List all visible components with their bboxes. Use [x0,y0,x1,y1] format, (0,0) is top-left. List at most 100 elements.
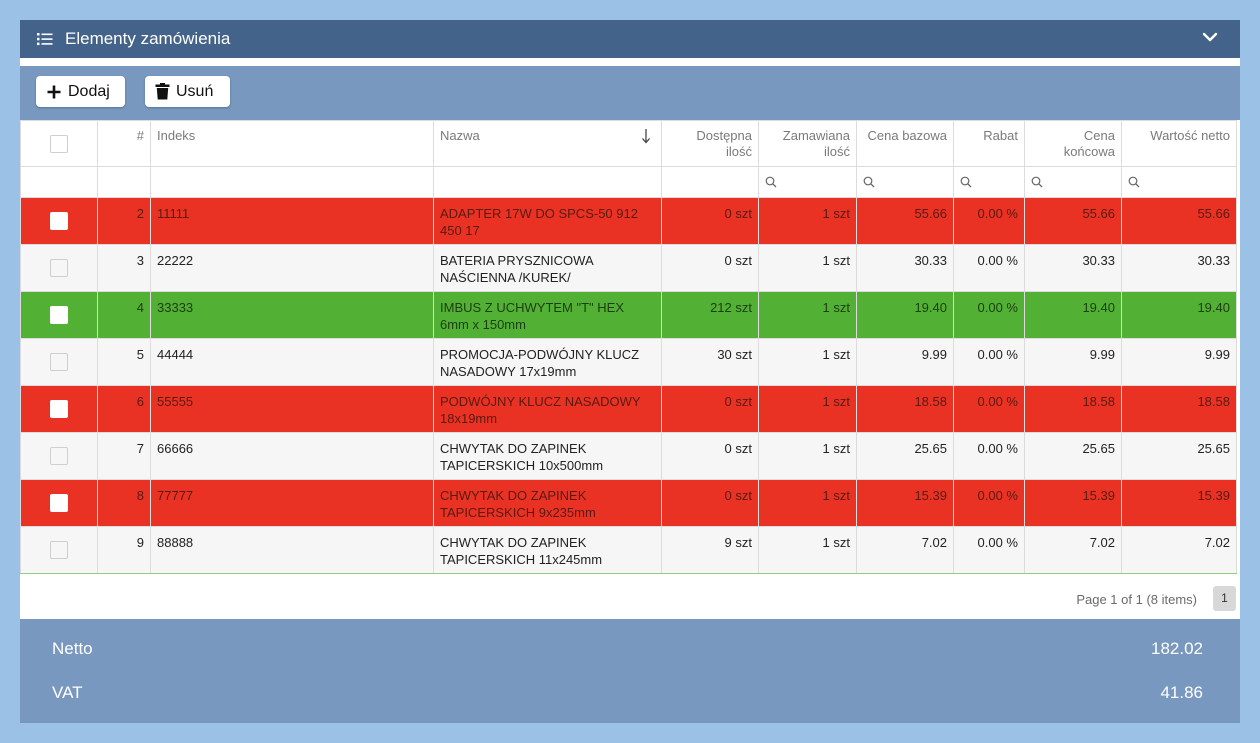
cell-base-price: 55.66 [856,197,954,245]
column-header-available-line2: ilość [725,144,752,159]
cell-final-price: 55.66 [1024,197,1122,245]
table-row[interactable]: 7 66666 CHWYTAK DO ZAPINEK TAPICERSKICH … [20,432,1237,480]
column-header-available[interactable]: Dostępna ilość [661,120,759,167]
cell-discount[interactable]: 0.00 % [953,338,1025,386]
cell-index: 33333 [150,291,434,339]
filter-cell-available[interactable] [661,166,759,198]
cell-available: 0 szt [661,197,759,245]
column-header-net-value[interactable]: Wartość netto [1121,120,1237,167]
cell-net-value: 7.02 [1121,526,1237,574]
column-header-ordered-line2: ilość [823,144,850,159]
search-icon[interactable] [765,176,777,191]
cell-num: 2 [97,197,151,245]
cell-index: 44444 [150,338,434,386]
column-header-base-price[interactable]: Cena bazowa [856,120,954,167]
cell-discount[interactable]: 0.00 % [953,526,1025,574]
cell-ordered[interactable]: 1 szt [758,338,857,386]
cell-ordered[interactable]: 1 szt [758,244,857,292]
cell-ordered[interactable]: 1 szt [758,479,857,527]
filter-cell-ordered[interactable] [758,166,857,198]
panel-title: Elementy zamówienia [65,29,231,48]
cell-net-value: 19.40 [1121,291,1237,339]
row-checkbox[interactable] [50,259,68,278]
cell-final-price: 30.33 [1024,244,1122,292]
column-header-ordered[interactable]: Zamawiana ilość [758,120,857,167]
cell-ordered[interactable]: 1 szt [758,432,857,480]
pager-info: Page 1 of 1 (8 items) [1076,592,1197,607]
table-row[interactable]: 4 33333 IMBUS Z UCHWYTEM "T" HEX 6mm x 1… [20,291,1237,339]
cell-ordered[interactable]: 1 szt [758,197,857,245]
search-icon[interactable] [1031,176,1043,191]
cell-index: 22222 [150,244,434,292]
delete-button[interactable]: Usuń [145,76,230,107]
cell-base-price: 7.02 [856,526,954,574]
cell-ordered[interactable]: 1 szt [758,385,857,433]
column-header-index[interactable]: Indeks [150,120,434,167]
vat-value: 41.86 [1160,683,1203,702]
cell-ordered[interactable]: 1 szt [758,526,857,574]
trash-icon [155,83,170,100]
cell-num: 3 [97,244,151,292]
row-checkbox[interactable] [50,212,68,231]
search-icon[interactable] [1128,176,1140,191]
cell-discount[interactable]: 0.00 % [953,385,1025,433]
filter-cell-net-value[interactable] [1121,166,1237,198]
filter-cell-discount[interactable] [953,166,1025,198]
row-checkbox[interactable] [50,400,68,419]
row-select-cell [20,385,98,433]
cell-available: 30 szt [661,338,759,386]
search-icon[interactable] [960,176,972,191]
order-items-panel: Elementy zamówienia Dodaj Usuń # In [20,20,1240,723]
chevron-down-icon[interactable] [1202,29,1218,45]
cell-discount[interactable]: 0.00 % [953,432,1025,480]
add-button[interactable]: Dodaj [36,76,125,107]
row-select-cell [20,432,98,480]
table-row[interactable]: 9 88888 CHWYTAK DO ZAPINEK TAPICERSKICH … [20,526,1237,574]
select-all-checkbox[interactable] [50,134,68,153]
cell-ordered[interactable]: 1 szt [758,291,857,339]
cell-discount[interactable]: 0.00 % [953,244,1025,292]
filter-cell-index[interactable] [150,166,434,198]
cell-num: 7 [97,432,151,480]
table-row[interactable]: 3 22222 BATERIA PRYSZNICOWA NAŚCIENNA /K… [20,244,1237,292]
row-checkbox[interactable] [50,306,68,325]
cell-discount[interactable]: 0.00 % [953,291,1025,339]
table-body: 2 11111 ADAPTER 17W DO SPCS-50 912 450 1… [20,197,1237,574]
cell-name: BATERIA PRYSZNICOWA NAŚCIENNA /KUREK/ [433,244,662,292]
cell-discount[interactable]: 0.00 % [953,197,1025,245]
filter-cell-final-price[interactable] [1024,166,1122,198]
add-button-label: Dodaj [68,82,110,100]
sort-down-icon[interactable] [641,128,651,148]
table-row[interactable]: 5 44444 PROMOCJA-PODWÓJNY KLUCZ NASADOWY… [20,338,1237,386]
cell-base-price: 19.40 [856,291,954,339]
row-checkbox[interactable] [50,447,68,466]
column-header-discount[interactable]: Rabat [953,120,1025,167]
cell-name: CHWYTAK DO ZAPINEK TAPICERSKICH 9x235mm [433,479,662,527]
column-header-final-price[interactable]: Cena końcowa [1024,120,1122,167]
vat-row: VAT 41.86 [20,683,1240,723]
table-header-row: # Indeks Nazwa Dostępna ilość Zamawiana … [20,120,1237,167]
table-row[interactable]: 6 55555 PODWÓJNY KLUCZ NASADOWY 18x19mm … [20,385,1237,433]
row-checkbox[interactable] [50,353,68,372]
panel-header[interactable]: Elementy zamówienia [20,20,1240,58]
row-checkbox[interactable] [50,494,68,513]
filter-cell-base-price[interactable] [856,166,954,198]
cell-available: 0 szt [661,385,759,433]
cell-discount[interactable]: 0.00 % [953,479,1025,527]
cell-available: 9 szt [661,526,759,574]
netto-row: Netto 182.02 [20,639,1240,683]
page-button-1[interactable]: 1 [1213,586,1236,611]
filter-row [20,166,1237,198]
search-icon[interactable] [863,176,875,191]
column-header-num[interactable]: # [97,120,151,167]
row-checkbox[interactable] [50,541,68,560]
cell-index: 11111 [150,197,434,245]
table-row[interactable]: 2 11111 ADAPTER 17W DO SPCS-50 912 450 1… [20,197,1237,245]
filter-cell-name[interactable] [433,166,662,198]
table-row[interactable]: 8 77777 CHWYTAK DO ZAPINEK TAPICERSKICH … [20,479,1237,527]
column-header-name[interactable]: Nazwa [433,120,662,167]
filter-cell-empty [97,166,151,198]
column-header-name-label: Nazwa [440,128,480,143]
cell-num: 8 [97,479,151,527]
delete-button-label: Usuń [176,82,214,100]
